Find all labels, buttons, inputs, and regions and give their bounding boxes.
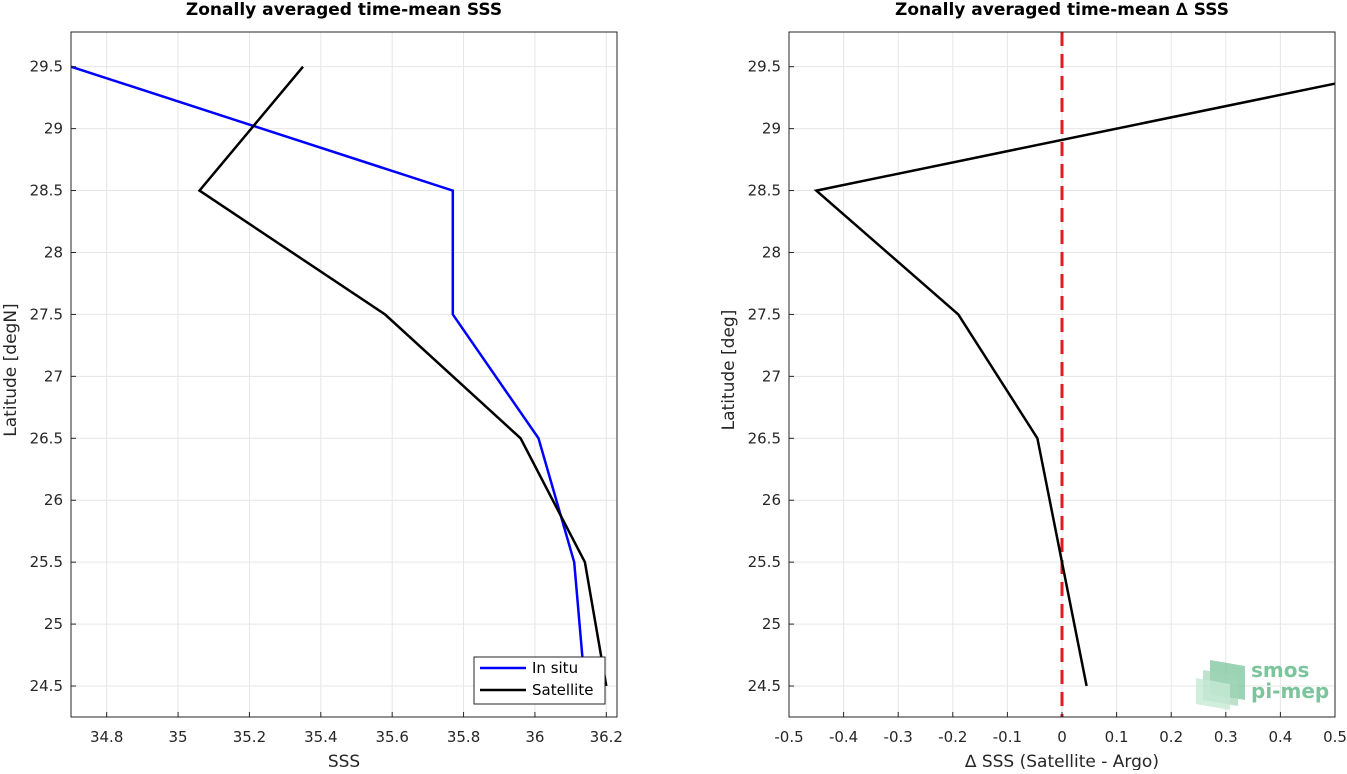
x-tick-label: 35.6 xyxy=(375,728,408,746)
y-tick-label: 29.5 xyxy=(748,58,781,76)
delta-sss-chart: Zonally averaged time-mean ∆ SSS -0.5 -0.… xyxy=(719,0,1347,772)
y-tick-label: 27 xyxy=(762,367,781,385)
x-tick-label: 0.2 xyxy=(1159,728,1183,746)
y-tick-label: 26 xyxy=(762,491,781,509)
y-tick-label: 24.5 xyxy=(748,677,781,695)
y-tick-label: 27.5 xyxy=(30,305,63,323)
x-tick-label: 0 xyxy=(1057,728,1067,746)
y-tick-labels: 24.5 25 25.5 26 26.5 27 27.5 28 28.5 29 29.5 xyxy=(748,58,794,695)
smos-pi-mep-logo: smos pi-mep xyxy=(1196,658,1329,710)
x-tick-label: 35 xyxy=(169,728,188,746)
x-axis-label: SSS xyxy=(328,752,360,770)
x-tick-label: 35.2 xyxy=(233,728,266,746)
chart-title: Zonally averaged time-mean SSS xyxy=(186,0,502,20)
y-tick-label: 29.5 xyxy=(30,58,63,76)
x-tick-label: 0.3 xyxy=(1214,728,1238,746)
y-axis-label: Latitude [degN] xyxy=(1,303,21,436)
y-tick-label: 28 xyxy=(44,243,63,261)
y-tick-label: 26.5 xyxy=(30,429,63,447)
x-axis-label: ∆ SSS (Satellite - Argo) xyxy=(964,752,1159,770)
series-group xyxy=(813,32,1335,717)
x-tick-label: 0.4 xyxy=(1268,728,1292,746)
series-line-satellite xyxy=(197,65,608,687)
y-tick-label: 29 xyxy=(762,120,781,138)
y-tick-label: 24.5 xyxy=(30,677,63,695)
legend-box xyxy=(473,656,606,705)
x-tick-label: 0.1 xyxy=(1105,728,1129,746)
x-tick-label: 35.4 xyxy=(304,728,337,746)
y-tick-label: 27 xyxy=(44,367,63,385)
logo-text-line1: smos xyxy=(1251,658,1309,682)
y-tick-label: 28.5 xyxy=(30,182,63,200)
y-tick-label: 25 xyxy=(44,615,63,633)
x-tick-labels: -0.5 -0.4 -0.3 -0.2 -0.1 0 0.1 0.2 0.3 0.4 0.5 xyxy=(774,712,1347,746)
plot-border xyxy=(70,31,618,718)
x-tick-label: -0.5 xyxy=(774,728,803,746)
x-tick-label: -0.4 xyxy=(829,728,858,746)
y-tick-label: 28 xyxy=(762,243,781,261)
series-group xyxy=(71,65,608,687)
logo-mark-icon xyxy=(1196,660,1245,710)
y-tick-labels: 24.5 25 25.5 26 26.5 27 27.5 28 28.5 29 29.5 xyxy=(30,58,76,695)
sss-chart: Zonally averaged time-mean SSS 34.8 35 35.… xyxy=(1,0,623,772)
x-tick-label: -0.3 xyxy=(884,728,913,746)
y-tick-label: 25 xyxy=(762,615,781,633)
x-tick-labels: 34.8 35 35.2 35.4 35.6 35.8 36 36.2 xyxy=(90,712,623,746)
grid xyxy=(71,32,617,717)
chart-title: Zonally averaged time-mean ∆ SSS xyxy=(895,0,1229,20)
legend-label-in-situ: In situ xyxy=(532,659,578,677)
x-tick-label: 36.2 xyxy=(590,728,623,746)
legend-label-satellite: Satellite xyxy=(532,681,593,699)
y-tick-label: 28.5 xyxy=(748,182,781,200)
x-tick-label: -0.1 xyxy=(993,728,1022,746)
y-tick-label: 25.5 xyxy=(30,553,63,571)
plot-area xyxy=(71,32,617,717)
x-tick-label: -0.2 xyxy=(938,728,967,746)
x-tick-label: 36 xyxy=(525,728,544,746)
y-tick-label: 29 xyxy=(44,120,63,138)
series-line-in-situ xyxy=(71,65,587,687)
x-tick-label: 35.8 xyxy=(447,728,480,746)
y-tick-label: 26.5 xyxy=(748,429,781,447)
x-tick-label: 0.5 xyxy=(1323,728,1347,746)
y-tick-label: 26 xyxy=(44,491,63,509)
x-tick-label: 34.8 xyxy=(90,728,123,746)
legend: In situ Satellite xyxy=(473,656,606,705)
y-tick-label: 25.5 xyxy=(748,553,781,571)
series-line-delta xyxy=(813,82,1335,687)
y-axis-label: Latitude [deg] xyxy=(719,310,739,431)
y-tick-label: 27.5 xyxy=(748,305,781,323)
logo-text-line2: pi-mep xyxy=(1251,679,1329,703)
